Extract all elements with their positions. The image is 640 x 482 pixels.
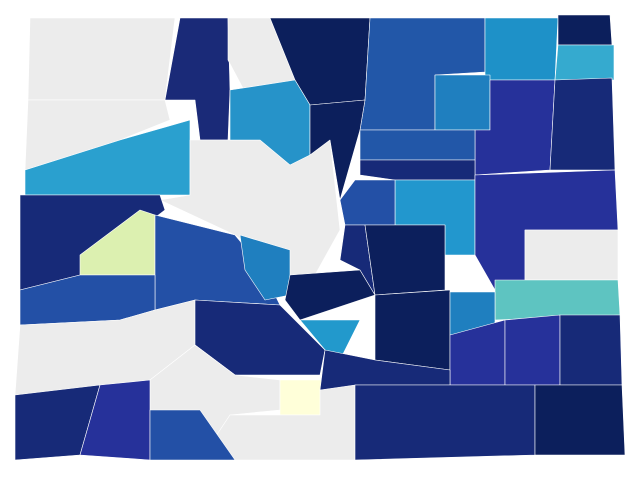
county: [284, 269, 376, 321]
county: [549, 77, 616, 171]
county: [374, 289, 451, 371]
county: [339, 179, 396, 226]
county: [524, 229, 619, 281]
county: [339, 224, 376, 296]
county: [229, 79, 311, 166]
county: [559, 314, 623, 386]
county: [554, 44, 615, 81]
county: [534, 384, 626, 456]
county: [484, 17, 559, 81]
county: [27, 17, 176, 101]
county: [24, 99, 171, 171]
county: [239, 234, 291, 301]
county: [359, 159, 476, 181]
county: [364, 224, 446, 296]
county: [354, 384, 536, 461]
county: [359, 129, 476, 161]
county: [494, 279, 621, 321]
county: [279, 379, 326, 416]
county: [434, 74, 491, 131]
counties: [14, 14, 626, 461]
county: [504, 314, 561, 386]
county: [149, 409, 236, 461]
county: [557, 14, 613, 46]
county: [164, 17, 231, 141]
